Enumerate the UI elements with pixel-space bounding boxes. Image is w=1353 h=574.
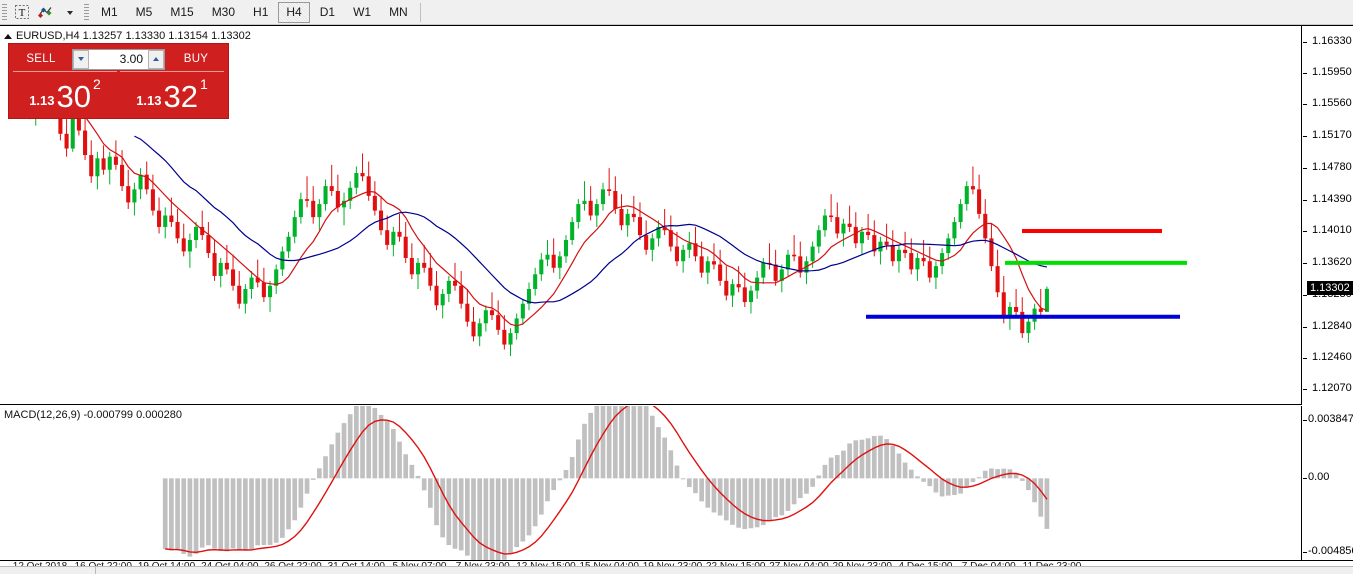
chart-frame: EURUSD,H4 1.13257 1.13330 1.13154 1.1330… — [0, 25, 1353, 560]
price-axis[interactable]: 1.16330 1.15950 1.15560 1.15170 1.14780 1.143… — [1303, 26, 1353, 560]
timeframe-mn[interactable]: MN — [389, 5, 408, 19]
timeframe-h4[interactable]: H4 — [278, 1, 310, 23]
volume-input[interactable]: 3.00 — [89, 49, 148, 69]
buy-label[interactable]: BUY — [183, 53, 209, 65]
volume-stepper[interactable]: 3.00 — [72, 48, 165, 70]
macd-label: MACD(12,26,9) -0.000799 0.000280 — [4, 409, 182, 421]
timeframe-m15[interactable]: M15 — [170, 5, 194, 19]
timeframe-m1[interactable]: M1 — [101, 5, 118, 19]
dropdown-arrow-icon[interactable] — [59, 2, 81, 23]
price-axis-tick — [1303, 326, 1307, 328]
timeframe-w1[interactable]: W1 — [353, 5, 372, 19]
sell-label[interactable]: SELL — [26, 53, 56, 65]
price-axis-label: 1.14010 — [1312, 224, 1352, 237]
svg-text:T: T — [19, 7, 26, 19]
trade-panel-top-row: SELL 3.00 BUY — [9, 44, 228, 71]
price-axis-tick — [1303, 231, 1307, 233]
timeframe-m30[interactable]: M30 — [211, 5, 236, 19]
status-bar — [0, 566, 1353, 574]
price-axis-label: 1.12070 — [1312, 382, 1352, 395]
indicators-icon[interactable] — [35, 2, 57, 23]
macd-axis-label: 0.003847 — [1308, 413, 1353, 425]
macd-pane[interactable]: MACD(12,26,9) -0.000799 0.000280 — [0, 406, 1302, 560]
status-bar-divider — [95, 567, 96, 574]
price-axis-label: 1.12840 — [1312, 319, 1352, 332]
buy-price-pips: 32 — [163, 79, 198, 114]
symbol-header-text: EURUSD,H4 1.13257 1.13330 1.13154 1.1330… — [16, 30, 251, 42]
price-axis-label: 1.14390 — [1312, 192, 1352, 205]
macd-axis-label: 0.00 — [1308, 471, 1330, 484]
sell-price-prefix: 1.13 — [29, 93, 55, 108]
macd-axis-label: -0.004856 — [1308, 545, 1353, 557]
price-axis-label: 1.15170 — [1312, 129, 1352, 142]
sell-button[interactable]: 1.13 30 2 — [13, 71, 117, 114]
price-axis-label: 1.14780 — [1312, 161, 1352, 174]
price-axis-tick — [1303, 104, 1307, 106]
timeframe-m5[interactable]: M5 — [135, 5, 153, 19]
trade-panel-quotes: 1.13 30 2 1.13 32 1 — [9, 71, 228, 118]
macd-axis-tick — [1303, 420, 1307, 421]
price-axis-tick — [1303, 199, 1307, 201]
price-axis-label: 1.13620 — [1312, 255, 1352, 268]
toolbar-grip-2[interactable] — [83, 2, 90, 22]
price-axis-label: 1.15560 — [1312, 97, 1352, 110]
sell-price-pips: 30 — [56, 79, 91, 114]
main-toolbar: T M1 M5 M15 M30 H1 H4 D1 W1 MN — [0, 0, 1353, 25]
price-chart-svg — [9, 58, 1187, 356]
price-axis-label: 1.15950 — [1312, 65, 1352, 78]
price-axis-tick — [1303, 136, 1307, 138]
symbol-header: EURUSD,H4 1.13257 1.13330 1.13154 1.1330… — [4, 30, 251, 42]
price-pane[interactable]: EURUSD,H4 1.13257 1.13330 1.13154 1.1330… — [0, 26, 1302, 405]
crosshair-text-icon[interactable]: T — [11, 2, 33, 23]
price-axis-tick — [1303, 389, 1307, 391]
toolbar-grip-1[interactable] — [1, 2, 8, 22]
sell-price-fraction: 2 — [93, 76, 101, 92]
macd-axis-tick — [1303, 552, 1307, 553]
price-axis-tick — [1303, 168, 1307, 170]
price-axis-tick — [1303, 72, 1307, 74]
price-axis-tick — [1303, 294, 1307, 296]
timeframe-d1[interactable]: D1 — [319, 5, 336, 19]
price-axis-label: 1.16330 — [1312, 34, 1352, 47]
buy-button[interactable]: 1.13 32 1 — [120, 71, 224, 114]
current-price-marker: 1.13302 — [1307, 280, 1353, 295]
buy-price-fraction: 1 — [200, 76, 208, 92]
volume-increase-button[interactable] — [148, 49, 164, 69]
one-click-trading-panel: SELL 3.00 BUY 1.13 30 2 1.13 32 1 — [8, 43, 229, 119]
toolbar-separator — [419, 2, 421, 22]
price-axis-tick — [1303, 357, 1307, 359]
volume-decrease-button[interactable] — [73, 49, 89, 69]
timeframe-h1[interactable]: H1 — [253, 5, 269, 19]
macd-axis-tick — [1303, 478, 1307, 480]
collapse-triangle-icon[interactable] — [4, 33, 12, 39]
macd-chart-svg — [162, 406, 1050, 560]
price-axis-tick — [1303, 262, 1307, 264]
price-axis-tick — [1303, 41, 1307, 43]
price-axis-label: 1.12460 — [1312, 350, 1352, 363]
buy-price-prefix: 1.13 — [136, 93, 162, 108]
